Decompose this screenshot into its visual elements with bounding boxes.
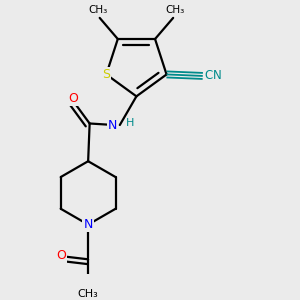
Text: S: S (102, 68, 110, 81)
Text: C: C (204, 69, 212, 82)
Text: O: O (68, 92, 78, 105)
Text: N: N (108, 118, 117, 131)
Text: N: N (83, 218, 93, 231)
Text: CH₃: CH₃ (165, 5, 184, 16)
Text: O: O (56, 249, 66, 262)
Text: CH₃: CH₃ (88, 5, 108, 16)
Text: H: H (126, 118, 134, 128)
Text: CH₃: CH₃ (78, 290, 98, 299)
Text: N: N (213, 69, 222, 82)
